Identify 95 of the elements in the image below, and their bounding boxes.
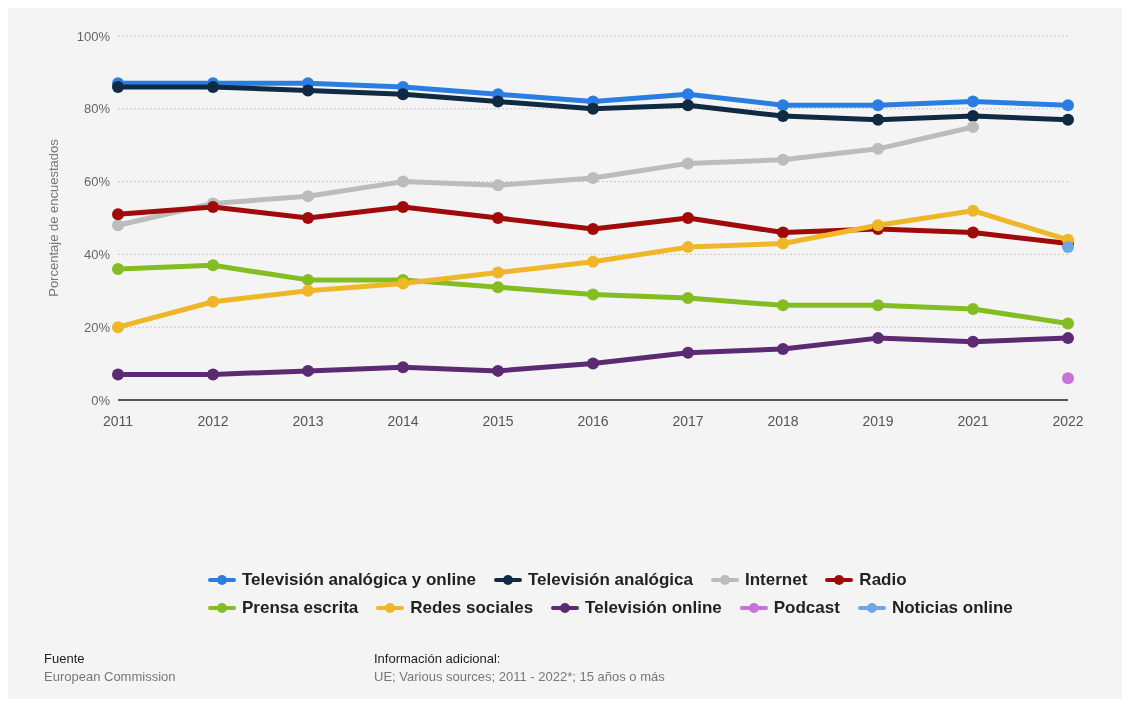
point — [112, 262, 124, 275]
text: European Commission — [44, 668, 176, 686]
point — [967, 335, 979, 348]
point — [872, 299, 884, 312]
legend-label: Internet — [744, 570, 808, 590]
point — [492, 281, 504, 294]
legend-label: Prensa escrita — [241, 598, 359, 618]
text: Fuente — [44, 650, 86, 668]
legend-label: Redes sociales — [409, 598, 534, 618]
point — [112, 368, 124, 381]
point — [587, 288, 599, 301]
point — [302, 284, 314, 297]
legend-label: Podcast — [772, 598, 840, 618]
point — [302, 364, 314, 377]
y-tick-label: 80% — [83, 101, 111, 117]
x-tick-label: 2018 — [767, 412, 799, 429]
point — [1062, 99, 1074, 112]
x-tick-label: 2021 — [957, 412, 989, 429]
point — [872, 332, 884, 345]
x-tick-label: 2017 — [672, 412, 704, 429]
legend-label: Radio — [858, 570, 907, 590]
point — [967, 121, 979, 133]
point — [302, 212, 314, 224]
x-tick-label: 2022 — [1052, 412, 1084, 429]
point — [967, 204, 979, 217]
point — [967, 95, 979, 108]
point — [777, 226, 789, 239]
x-tick-label: 2013 — [292, 412, 324, 429]
point — [492, 179, 504, 192]
x-tick-label: 2016 — [577, 412, 609, 429]
point — [682, 157, 694, 170]
legend-label: Televisión online — [584, 598, 722, 618]
point — [207, 368, 219, 381]
point — [967, 303, 979, 315]
legend-label: Televisión analógica — [527, 570, 694, 590]
point — [492, 364, 504, 377]
legend-label: Noticias online — [890, 598, 1013, 618]
y-axis-title: Porcentaje de encuestados — [45, 138, 61, 297]
point — [397, 201, 409, 214]
point — [397, 88, 409, 101]
point — [682, 292, 694, 305]
point — [682, 99, 694, 112]
point — [872, 142, 884, 155]
point — [302, 190, 314, 203]
point — [397, 277, 409, 290]
x-tick-label: 2011 — [102, 412, 134, 429]
point — [397, 361, 409, 374]
point — [302, 273, 314, 286]
point — [1062, 241, 1074, 254]
y-tick-label: 20% — [83, 319, 111, 335]
point — [112, 208, 124, 221]
point — [1062, 332, 1074, 345]
point — [777, 343, 789, 356]
point — [587, 255, 599, 268]
point — [777, 299, 789, 312]
point — [967, 226, 979, 239]
point — [1062, 372, 1074, 385]
y-tick-label: 40% — [83, 247, 111, 263]
point — [492, 266, 504, 279]
point — [207, 259, 219, 272]
point — [682, 212, 694, 224]
point — [587, 357, 599, 370]
x-tick-label: 2012 — [197, 412, 229, 429]
point — [112, 219, 124, 232]
point — [587, 222, 599, 235]
point — [112, 321, 124, 334]
point — [682, 241, 694, 254]
point — [492, 212, 504, 224]
point — [1062, 113, 1074, 126]
y-tick-label: 100% — [76, 28, 111, 44]
text: UE; Various sources; 2011 - 2022*; 15 años o más — [374, 668, 665, 686]
x-tick-label: 2015 — [482, 412, 514, 429]
point — [587, 171, 599, 184]
point — [777, 110, 789, 123]
text: Información adicional: — [374, 650, 502, 668]
point — [777, 153, 789, 166]
x-tick-label: 2014 — [387, 412, 419, 429]
point — [302, 84, 314, 97]
point — [397, 175, 409, 188]
point — [587, 102, 599, 115]
point — [967, 110, 979, 123]
y-tick-label: 0% — [91, 392, 111, 408]
point — [682, 88, 694, 101]
point — [207, 201, 219, 214]
point — [1062, 317, 1074, 330]
point — [777, 237, 789, 250]
point — [682, 346, 694, 359]
legend-label: Televisión analógica y online — [241, 570, 476, 590]
point — [492, 95, 504, 108]
point — [777, 99, 789, 112]
point — [872, 99, 884, 112]
x-tick-label: 2019 — [862, 412, 894, 429]
y-tick-label: 60% — [83, 174, 111, 190]
point — [872, 113, 884, 126]
point — [207, 295, 219, 308]
